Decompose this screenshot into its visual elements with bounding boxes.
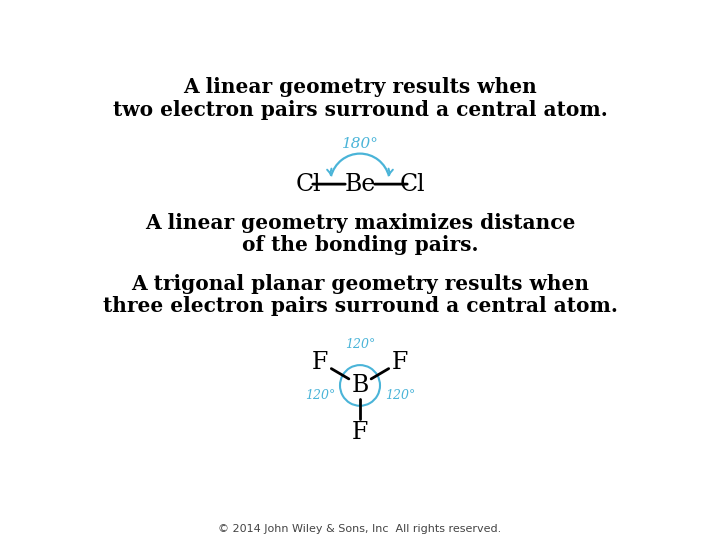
Text: A linear geometry maximizes distance: A linear geometry maximizes distance — [145, 213, 575, 233]
Text: VSEPR Theory: VSEPR Theory — [243, 15, 477, 48]
Text: Cl: Cl — [295, 173, 321, 195]
Text: Be: Be — [344, 173, 376, 195]
Text: of the bonding pairs.: of the bonding pairs. — [242, 235, 478, 255]
Text: Cl: Cl — [399, 173, 425, 195]
Text: B: B — [351, 374, 369, 397]
Text: A trigonal planar geometry results when: A trigonal planar geometry results when — [131, 274, 589, 294]
Text: F: F — [352, 421, 368, 444]
Text: F: F — [392, 350, 408, 374]
Text: 120°: 120° — [305, 389, 335, 402]
Text: A linear geometry results when: A linear geometry results when — [183, 77, 537, 97]
Text: 120°: 120° — [385, 389, 415, 402]
Text: © 2014 John Wiley & Sons, Inc  All rights reserved.: © 2014 John Wiley & Sons, Inc All rights… — [218, 524, 502, 534]
Text: three electron pairs surround a central atom.: three electron pairs surround a central … — [102, 296, 618, 316]
Text: 120°: 120° — [345, 338, 375, 351]
Text: two electron pairs surround a central atom.: two electron pairs surround a central at… — [112, 100, 608, 120]
Text: F: F — [312, 350, 328, 374]
Text: 180°: 180° — [341, 137, 379, 151]
